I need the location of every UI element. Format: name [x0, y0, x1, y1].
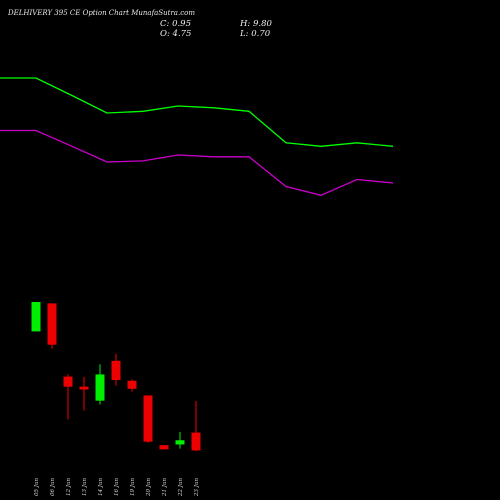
candle-body [79, 386, 89, 390]
candle [175, 431, 185, 449]
x-tick-label: 05 Jun [34, 478, 40, 496]
open-value: O: 4.75 [160, 29, 191, 39]
x-tick-label: 19 Jun [130, 478, 136, 496]
x-tick-label: 22 Jun [178, 478, 184, 497]
candle [159, 445, 169, 450]
candles [31, 302, 201, 452]
close-value: C: 0.95 [160, 19, 191, 29]
x-tick-label: 12 Jun [66, 478, 72, 496]
candle [95, 364, 105, 405]
low-value: L: 0.70 [239, 29, 271, 39]
indicator-lines [0, 77, 394, 196]
candle-body [127, 380, 137, 389]
x-tick-label: 13 Jun [82, 478, 88, 496]
candle-body [111, 360, 121, 381]
x-tick-label: 21 Jun [162, 478, 168, 497]
candle-body [47, 303, 57, 345]
x-axis-ticks: 05 Jun 06 Jun 12 Jun 13 Jun 14 Jun 16 Jun 19 J… [34, 478, 200, 497]
candle [127, 379, 137, 392]
candle [79, 376, 89, 411]
lower-line [0, 129, 394, 196]
candle [191, 400, 201, 452]
chart-title: DELHIVERY 395 CE Option Chart MunafaSutr… [7, 9, 195, 17]
candle-body [143, 395, 153, 442]
x-tick-label: 20 Jun [146, 478, 152, 497]
candle [111, 353, 121, 386]
candle [63, 374, 73, 420]
candle-body [95, 374, 105, 401]
candle [143, 395, 153, 443]
x-tick-label: 16 Jun [114, 478, 120, 496]
candle-body [31, 302, 41, 332]
x-tick-label: 14 Jun [98, 478, 104, 496]
upper-line [0, 77, 394, 147]
candle-body [175, 440, 185, 445]
high-value: H: 9.80 [239, 19, 272, 29]
candle [31, 302, 41, 332]
candle-body [191, 432, 201, 451]
x-tick-label: 06 Jun [50, 478, 56, 496]
x-tick-label: 23 Jun [194, 478, 200, 497]
candle-body [159, 445, 169, 450]
candle-body [63, 376, 73, 387]
candle [47, 303, 57, 349]
